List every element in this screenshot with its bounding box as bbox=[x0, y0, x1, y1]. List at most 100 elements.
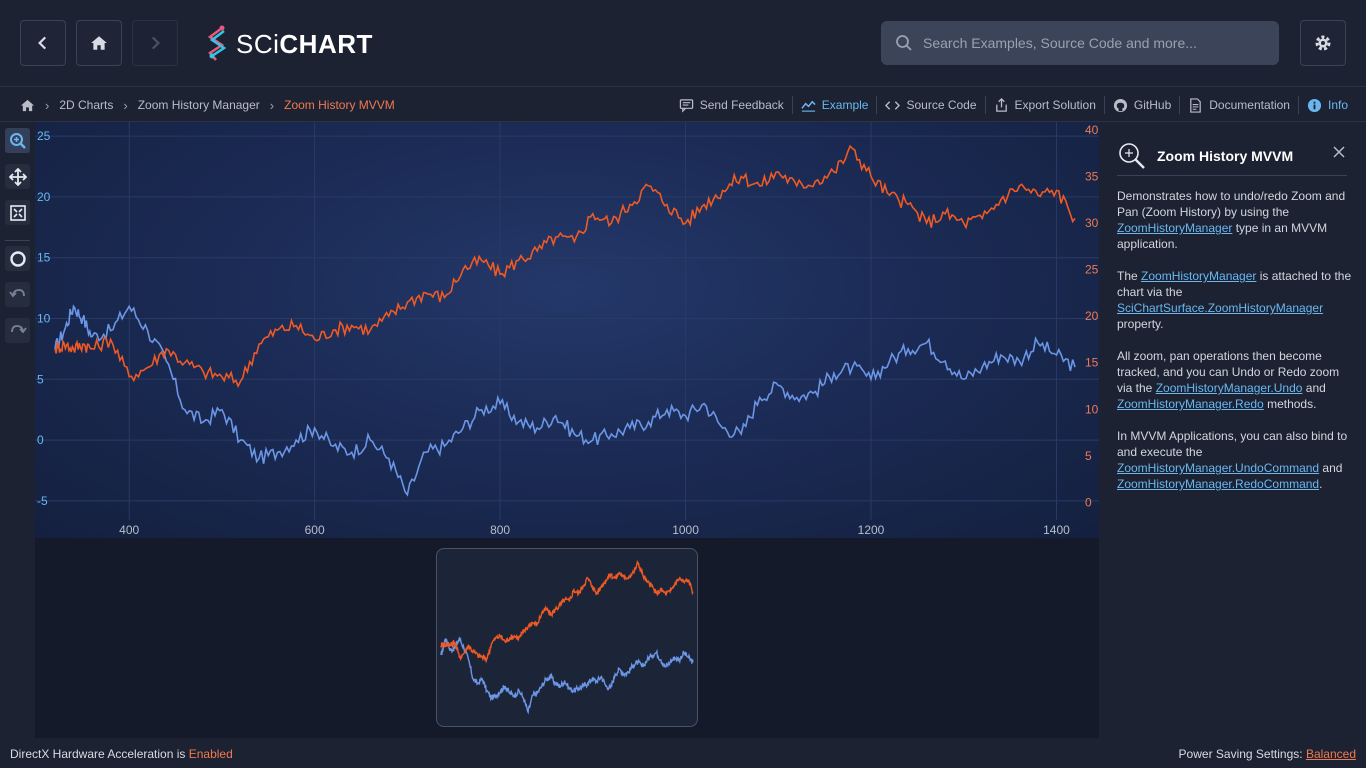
feedback-icon bbox=[679, 98, 693, 113]
y-left-tick-label: 5 bbox=[37, 372, 44, 386]
home-button[interactable] bbox=[76, 20, 122, 66]
x-tick-label: 800 bbox=[490, 523, 510, 537]
export-solution-button[interactable]: Export Solution bbox=[984, 96, 1104, 114]
overview-chart[interactable] bbox=[436, 548, 698, 727]
redo-command-link[interactable]: ZoomHistoryManager.RedoCommand bbox=[1117, 477, 1320, 491]
search-box[interactable] bbox=[881, 21, 1279, 65]
x-tick-label: 1400 bbox=[1043, 523, 1070, 537]
breadcrumb-item-2d-charts[interactable]: 2D Charts bbox=[59, 98, 114, 112]
y-left-tick-label: 0 bbox=[37, 433, 44, 447]
reset-icon bbox=[9, 250, 26, 267]
y-left-tick-label: 10 bbox=[37, 312, 51, 326]
breadcrumb-bar: › 2D Charts › Zoom History Manager › Zoo… bbox=[0, 86, 1366, 122]
series-line-2 bbox=[54, 144, 1076, 389]
reset-button[interactable] bbox=[5, 246, 30, 271]
chevron-right-icon: › bbox=[269, 97, 275, 113]
undo-icon bbox=[8, 288, 25, 297]
zoom-history-manager-link[interactable]: ZoomHistoryManager bbox=[1117, 221, 1233, 235]
y-right-tick-label: 20 bbox=[1085, 309, 1099, 323]
main-chart[interactable]: 400 600 800 1000 1200 1400 25 20 15 10 5 0 -5 40 35 30 2… bbox=[35, 122, 1099, 538]
status-bar: DirectX Hardware Acceleration is Enabled… bbox=[0, 738, 1366, 768]
hardware-acceleration-status: DirectX Hardware Acceleration is Enabled bbox=[10, 747, 233, 761]
search-icon bbox=[896, 35, 912, 51]
undo-command-link[interactable]: ZoomHistoryManager.UndoCommand bbox=[1117, 461, 1320, 475]
y-right-tick-label: 10 bbox=[1085, 402, 1099, 416]
home-icon[interactable] bbox=[20, 98, 35, 113]
power-saving-link[interactable]: Balanced bbox=[1305, 747, 1356, 761]
info-paragraph-3: All zoom, pan operations then become tra… bbox=[1117, 349, 1340, 411]
top-bar: SCiCHART bbox=[0, 0, 1366, 86]
y-right-tick-label: 40 bbox=[1085, 123, 1099, 137]
redo-link[interactable]: ZoomHistoryManager.Redo bbox=[1117, 397, 1264, 411]
search-input[interactable] bbox=[923, 35, 1263, 51]
power-saving-status: Power Saving Settings: Balanced bbox=[1178, 747, 1356, 761]
redo-button[interactable] bbox=[5, 318, 30, 343]
export-icon bbox=[995, 97, 1007, 112]
info-panel-body: Demonstrates how to undo/redo Zoom and P… bbox=[1117, 188, 1353, 508]
info-icon bbox=[1307, 98, 1322, 112]
gear-icon bbox=[1315, 35, 1331, 51]
zoom-history-manager-link[interactable]: ZoomHistoryManager bbox=[1141, 269, 1257, 283]
y-left-tick-label: 25 bbox=[37, 129, 51, 143]
info-panel: Zoom History MVVM Demonstrates how to un… bbox=[1099, 122, 1366, 738]
document-icon bbox=[1190, 97, 1202, 113]
x-tick-label: 400 bbox=[119, 523, 139, 537]
overview-series-line-1 bbox=[440, 636, 694, 715]
info-paragraph-1: Demonstrates how to undo/redo Zoom and P… bbox=[1117, 189, 1346, 251]
code-icon bbox=[885, 100, 901, 110]
chevron-left-icon bbox=[38, 36, 47, 50]
undo-link[interactable]: ZoomHistoryManager.Undo bbox=[1155, 381, 1303, 395]
info-paragraph-4: In MVVM Applications, you can also bind … bbox=[1117, 429, 1348, 491]
close-icon[interactable] bbox=[1331, 144, 1347, 160]
pan-icon bbox=[8, 167, 27, 186]
settings-button[interactable] bbox=[1300, 20, 1346, 66]
chevron-right-icon: › bbox=[123, 97, 128, 113]
scichartsurface-zoomhistorymanager-link[interactable]: SciChartSurface.ZoomHistoryManager bbox=[1117, 301, 1324, 315]
info-panel-header: Zoom History MVVM bbox=[1117, 136, 1347, 176]
source-code-tab[interactable]: Source Code bbox=[876, 96, 984, 114]
documentation-button[interactable]: Documentation bbox=[1179, 96, 1298, 114]
y-right-tick-label: 15 bbox=[1085, 356, 1099, 370]
overview-area bbox=[35, 538, 1099, 738]
x-tick-label: 1200 bbox=[858, 523, 885, 537]
logo-text: SCiCHART bbox=[236, 28, 373, 59]
zoom-extents-icon bbox=[9, 204, 26, 221]
github-button[interactable]: GitHub bbox=[1103, 96, 1179, 114]
zoom-extents-button[interactable] bbox=[5, 200, 30, 225]
breadcrumb-item-active[interactable]: Zoom History MVVM bbox=[284, 98, 395, 112]
hardware-acceleration-value: Enabled bbox=[188, 747, 233, 761]
series-line-1 bbox=[54, 304, 1076, 497]
y-right-tick-label: 5 bbox=[1085, 449, 1092, 463]
overview-series-line-2 bbox=[440, 560, 694, 664]
x-tick-label: 1000 bbox=[672, 523, 699, 537]
y-right-tick-label: 0 bbox=[1085, 495, 1092, 509]
action-bar: Send Feedback Example Source Code Export… bbox=[671, 87, 1356, 123]
zoom-icon bbox=[1119, 142, 1145, 169]
toolbar-divider bbox=[5, 240, 30, 241]
main-chart-svg[interactable]: 400 600 800 1000 1200 1400 25 20 15 10 5 0 -5 40 35 30 2… bbox=[35, 122, 1099, 538]
y-left-tick-label: 20 bbox=[37, 190, 51, 204]
chart-toolbar bbox=[0, 122, 35, 738]
chevron-right-icon: › bbox=[45, 97, 50, 113]
redo-icon bbox=[10, 324, 27, 333]
overview-chart-svg[interactable] bbox=[437, 549, 698, 727]
breadcrumb-item-zoom-history-manager[interactable]: Zoom History Manager bbox=[137, 98, 260, 112]
pan-button[interactable] bbox=[5, 164, 30, 189]
back-button[interactable] bbox=[20, 20, 66, 66]
zoom-button[interactable] bbox=[5, 128, 30, 153]
scichart-logo-icon bbox=[207, 25, 227, 61]
forward-button[interactable] bbox=[132, 20, 178, 66]
y-left-tick-label: -5 bbox=[37, 494, 48, 508]
chart-line-icon bbox=[801, 100, 816, 112]
chevron-right-icon bbox=[151, 36, 160, 50]
y-right-tick-label: 25 bbox=[1085, 263, 1099, 277]
x-tick-label: 600 bbox=[305, 523, 325, 537]
info-tab[interactable]: Info bbox=[1297, 96, 1356, 114]
y-right-tick-label: 35 bbox=[1085, 170, 1099, 184]
github-icon bbox=[1113, 98, 1127, 112]
undo-button[interactable] bbox=[5, 282, 30, 307]
scichart-logo[interactable]: SCiCHART bbox=[202, 24, 373, 64]
home-icon bbox=[91, 36, 107, 50]
send-feedback-button[interactable]: Send Feedback bbox=[671, 96, 792, 114]
example-tab[interactable]: Example bbox=[791, 96, 877, 114]
